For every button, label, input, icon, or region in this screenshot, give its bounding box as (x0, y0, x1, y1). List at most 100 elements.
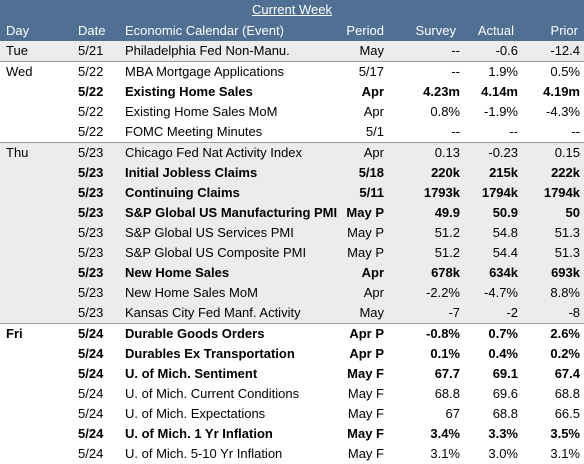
cell-actual: -2 (506, 305, 518, 320)
cell-period: Apr P (349, 346, 384, 361)
cell-event: FOMC Meeting Minutes (125, 124, 263, 139)
cell-period: Apr (361, 265, 384, 280)
cell-prior: 67.4 (554, 366, 580, 381)
cell-survey: -0.8% (426, 326, 460, 341)
cell-actual: 215k (489, 165, 518, 180)
cell-survey: 220k (431, 165, 460, 180)
cell-date: 5/23 (78, 305, 104, 320)
cell-date: 5/23 (78, 205, 104, 220)
cell-event: Philadelphia Fed Non-Manu. (125, 43, 290, 58)
day-label: Wed (6, 64, 33, 79)
cell-prior: -8 (568, 305, 580, 320)
cell-period: 5/18 (358, 165, 384, 180)
cell-period: Apr P (349, 326, 384, 341)
cell-date: 5/23 (78, 145, 104, 160)
cell-event: Existing Home Sales (125, 84, 253, 99)
table-header: Current Week Day Date Economic Calendar … (0, 0, 584, 41)
cell-prior: 3.1% (550, 446, 580, 461)
cell-period: Apr (363, 145, 384, 160)
cell-prior: -4.3% (546, 104, 580, 119)
cell-event: Kansas City Fed Manf. Activity (125, 305, 301, 320)
cell-survey: 67 (445, 406, 460, 421)
table-row: 5/24 Durable Goods Orders Apr P -0.8% 0.7% 2.… (0, 324, 584, 344)
cell-date: 5/24 (78, 386, 104, 401)
cell-event: Durables Ex Transportation (125, 346, 295, 361)
cell-date: 5/23 (78, 245, 104, 260)
cell-survey: -- (451, 64, 460, 79)
cell-actual: -4.7% (484, 285, 518, 300)
cell-date: 5/22 (78, 124, 104, 139)
cell-event: Existing Home Sales MoM (125, 104, 278, 119)
table-row: 5/22 Existing Home Sales MoM Apr 0.8% -1.9% -… (0, 102, 584, 122)
cell-actual: 54.4 (492, 245, 518, 260)
cell-survey: 4.23m (423, 84, 460, 99)
cell-period: May F (347, 426, 384, 441)
cell-prior: 3.5% (550, 426, 580, 441)
cell-prior: 8.8% (550, 285, 580, 300)
cell-prior: 0.2% (550, 346, 580, 361)
cell-event: U. of Mich. Expectations (125, 406, 266, 421)
cell-actual: 68.8 (492, 406, 518, 421)
cell-date: 5/23 (78, 285, 104, 300)
cell-actual: 3.0% (488, 446, 518, 461)
cell-date: 5/24 (78, 406, 104, 421)
table-row: 5/23 S&P Global US Services PMI May P 51.2 5… (0, 223, 584, 243)
cell-date: 5/23 (78, 185, 104, 200)
header-survey: Survey (415, 23, 456, 38)
day-block: Wed 5/22 MBA Mortgage Applications 5/17 -- 1.… (0, 61, 584, 142)
week-title: Current Week (252, 2, 332, 17)
cell-period: May P (346, 205, 384, 220)
cell-event: U. of Mich. 1 Yr Inflation (125, 426, 273, 441)
day-block: Tue 5/21 Philadelphia Fed Non-Manu. May -- -0… (0, 41, 584, 61)
cell-date: 5/22 (78, 84, 104, 99)
cell-period: May P (347, 245, 384, 260)
cell-period: May F (347, 406, 384, 421)
cell-prior: 1794k (543, 185, 580, 200)
table-row: 5/22 MBA Mortgage Applications 5/17 -- 1.9% 0… (0, 62, 584, 82)
cell-event: Initial Jobless Claims (125, 165, 258, 180)
cell-period: 5/1 (365, 124, 384, 139)
header-day: Day (6, 23, 30, 38)
cell-date: 5/22 (78, 64, 104, 79)
cell-survey: 678k (431, 265, 460, 280)
cell-date: 5/24 (78, 426, 104, 441)
day-label: Fri (6, 326, 23, 341)
cell-event: U. of Mich. Sentiment (125, 366, 258, 381)
table-row: 5/24 U. of Mich. Expectations May F 67 68.8 6… (0, 404, 584, 424)
cell-survey: 0.13 (434, 145, 460, 160)
cell-prior: 51.3 (554, 245, 580, 260)
cell-date: 5/22 (78, 104, 104, 119)
cell-period: May F (347, 366, 384, 381)
cell-prior: 0.5% (550, 64, 580, 79)
cell-period: May (359, 43, 384, 58)
header-date: Date (78, 23, 106, 38)
cell-actual: -1.9% (484, 104, 518, 119)
cell-period: 5/17 (358, 64, 384, 79)
cell-event: Durable Goods Orders (125, 326, 265, 341)
day-label: Tue (6, 43, 28, 58)
cell-actual: -- (509, 124, 518, 139)
cell-event: MBA Mortgage Applications (125, 64, 284, 79)
cell-date: 5/24 (78, 366, 104, 381)
table-row: 5/21 Philadelphia Fed Non-Manu. May -- -0.6 -… (0, 41, 584, 61)
table-row: 5/23 New Home Sales Apr 678k 634k 693k (0, 263, 584, 283)
cell-survey: 68.8 (434, 386, 460, 401)
cell-survey: -7 (448, 305, 460, 320)
cell-survey: 49.9 (434, 205, 460, 220)
cell-actual: 1794k (481, 185, 518, 200)
cell-period: 5/11 (359, 185, 384, 200)
cell-survey: -2.2% (426, 285, 460, 300)
cell-actual: -0.23 (488, 145, 518, 160)
cell-survey: 3.1% (430, 446, 460, 461)
cell-survey: 3.4% (430, 426, 460, 441)
header-event: Economic Calendar (Event) (125, 23, 284, 38)
cell-date: 5/24 (78, 346, 104, 361)
cell-event: Chicago Fed Nat Activity Index (125, 145, 303, 160)
table-body: Tue 5/21 Philadelphia Fed Non-Manu. May -- -0… (0, 41, 584, 464)
table-row: 5/24 U. of Mich. Sentiment May F 67.7 69.1 67… (0, 364, 584, 384)
cell-event: S&P Global US Manufacturing PMI (125, 205, 338, 220)
cell-event: U. of Mich. Current Conditions (125, 386, 300, 401)
day-block: Thu 5/23 Chicago Fed Nat Activity Index Apr… (0, 142, 584, 323)
cell-date: 5/23 (78, 225, 104, 240)
cell-period: May F (347, 386, 384, 401)
